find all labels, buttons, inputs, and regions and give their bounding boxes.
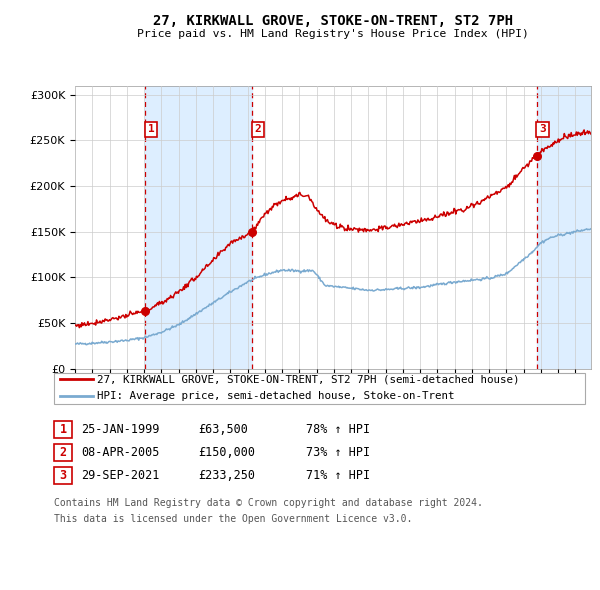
Text: 73% ↑ HPI: 73% ↑ HPI bbox=[306, 446, 370, 459]
Text: 3: 3 bbox=[539, 124, 546, 135]
Text: 25-JAN-1999: 25-JAN-1999 bbox=[81, 423, 160, 436]
Text: 2: 2 bbox=[255, 124, 262, 135]
Text: HPI: Average price, semi-detached house, Stoke-on-Trent: HPI: Average price, semi-detached house,… bbox=[97, 392, 455, 401]
Text: 71% ↑ HPI: 71% ↑ HPI bbox=[306, 469, 370, 482]
Text: £150,000: £150,000 bbox=[198, 446, 255, 459]
Text: 29-SEP-2021: 29-SEP-2021 bbox=[81, 469, 160, 482]
Text: This data is licensed under the Open Government Licence v3.0.: This data is licensed under the Open Gov… bbox=[54, 514, 412, 524]
Text: £63,500: £63,500 bbox=[198, 423, 248, 436]
Text: 08-APR-2005: 08-APR-2005 bbox=[81, 446, 160, 459]
Text: 2: 2 bbox=[59, 446, 67, 459]
Text: Contains HM Land Registry data © Crown copyright and database right 2024.: Contains HM Land Registry data © Crown c… bbox=[54, 499, 483, 508]
Text: 27, KIRKWALL GROVE, STOKE-ON-TRENT, ST2 7PH (semi-detached house): 27, KIRKWALL GROVE, STOKE-ON-TRENT, ST2 … bbox=[97, 375, 520, 384]
Text: 27, KIRKWALL GROVE, STOKE-ON-TRENT, ST2 7PH: 27, KIRKWALL GROVE, STOKE-ON-TRENT, ST2 … bbox=[153, 14, 513, 28]
Bar bbox=[536, 86, 591, 369]
Text: 1: 1 bbox=[148, 124, 155, 135]
Text: 1: 1 bbox=[59, 423, 67, 436]
Text: 78% ↑ HPI: 78% ↑ HPI bbox=[306, 423, 370, 436]
Text: 3: 3 bbox=[59, 469, 67, 482]
Text: Price paid vs. HM Land Registry's House Price Index (HPI): Price paid vs. HM Land Registry's House … bbox=[137, 29, 529, 38]
Bar bbox=[145, 86, 252, 369]
Text: £233,250: £233,250 bbox=[198, 469, 255, 482]
